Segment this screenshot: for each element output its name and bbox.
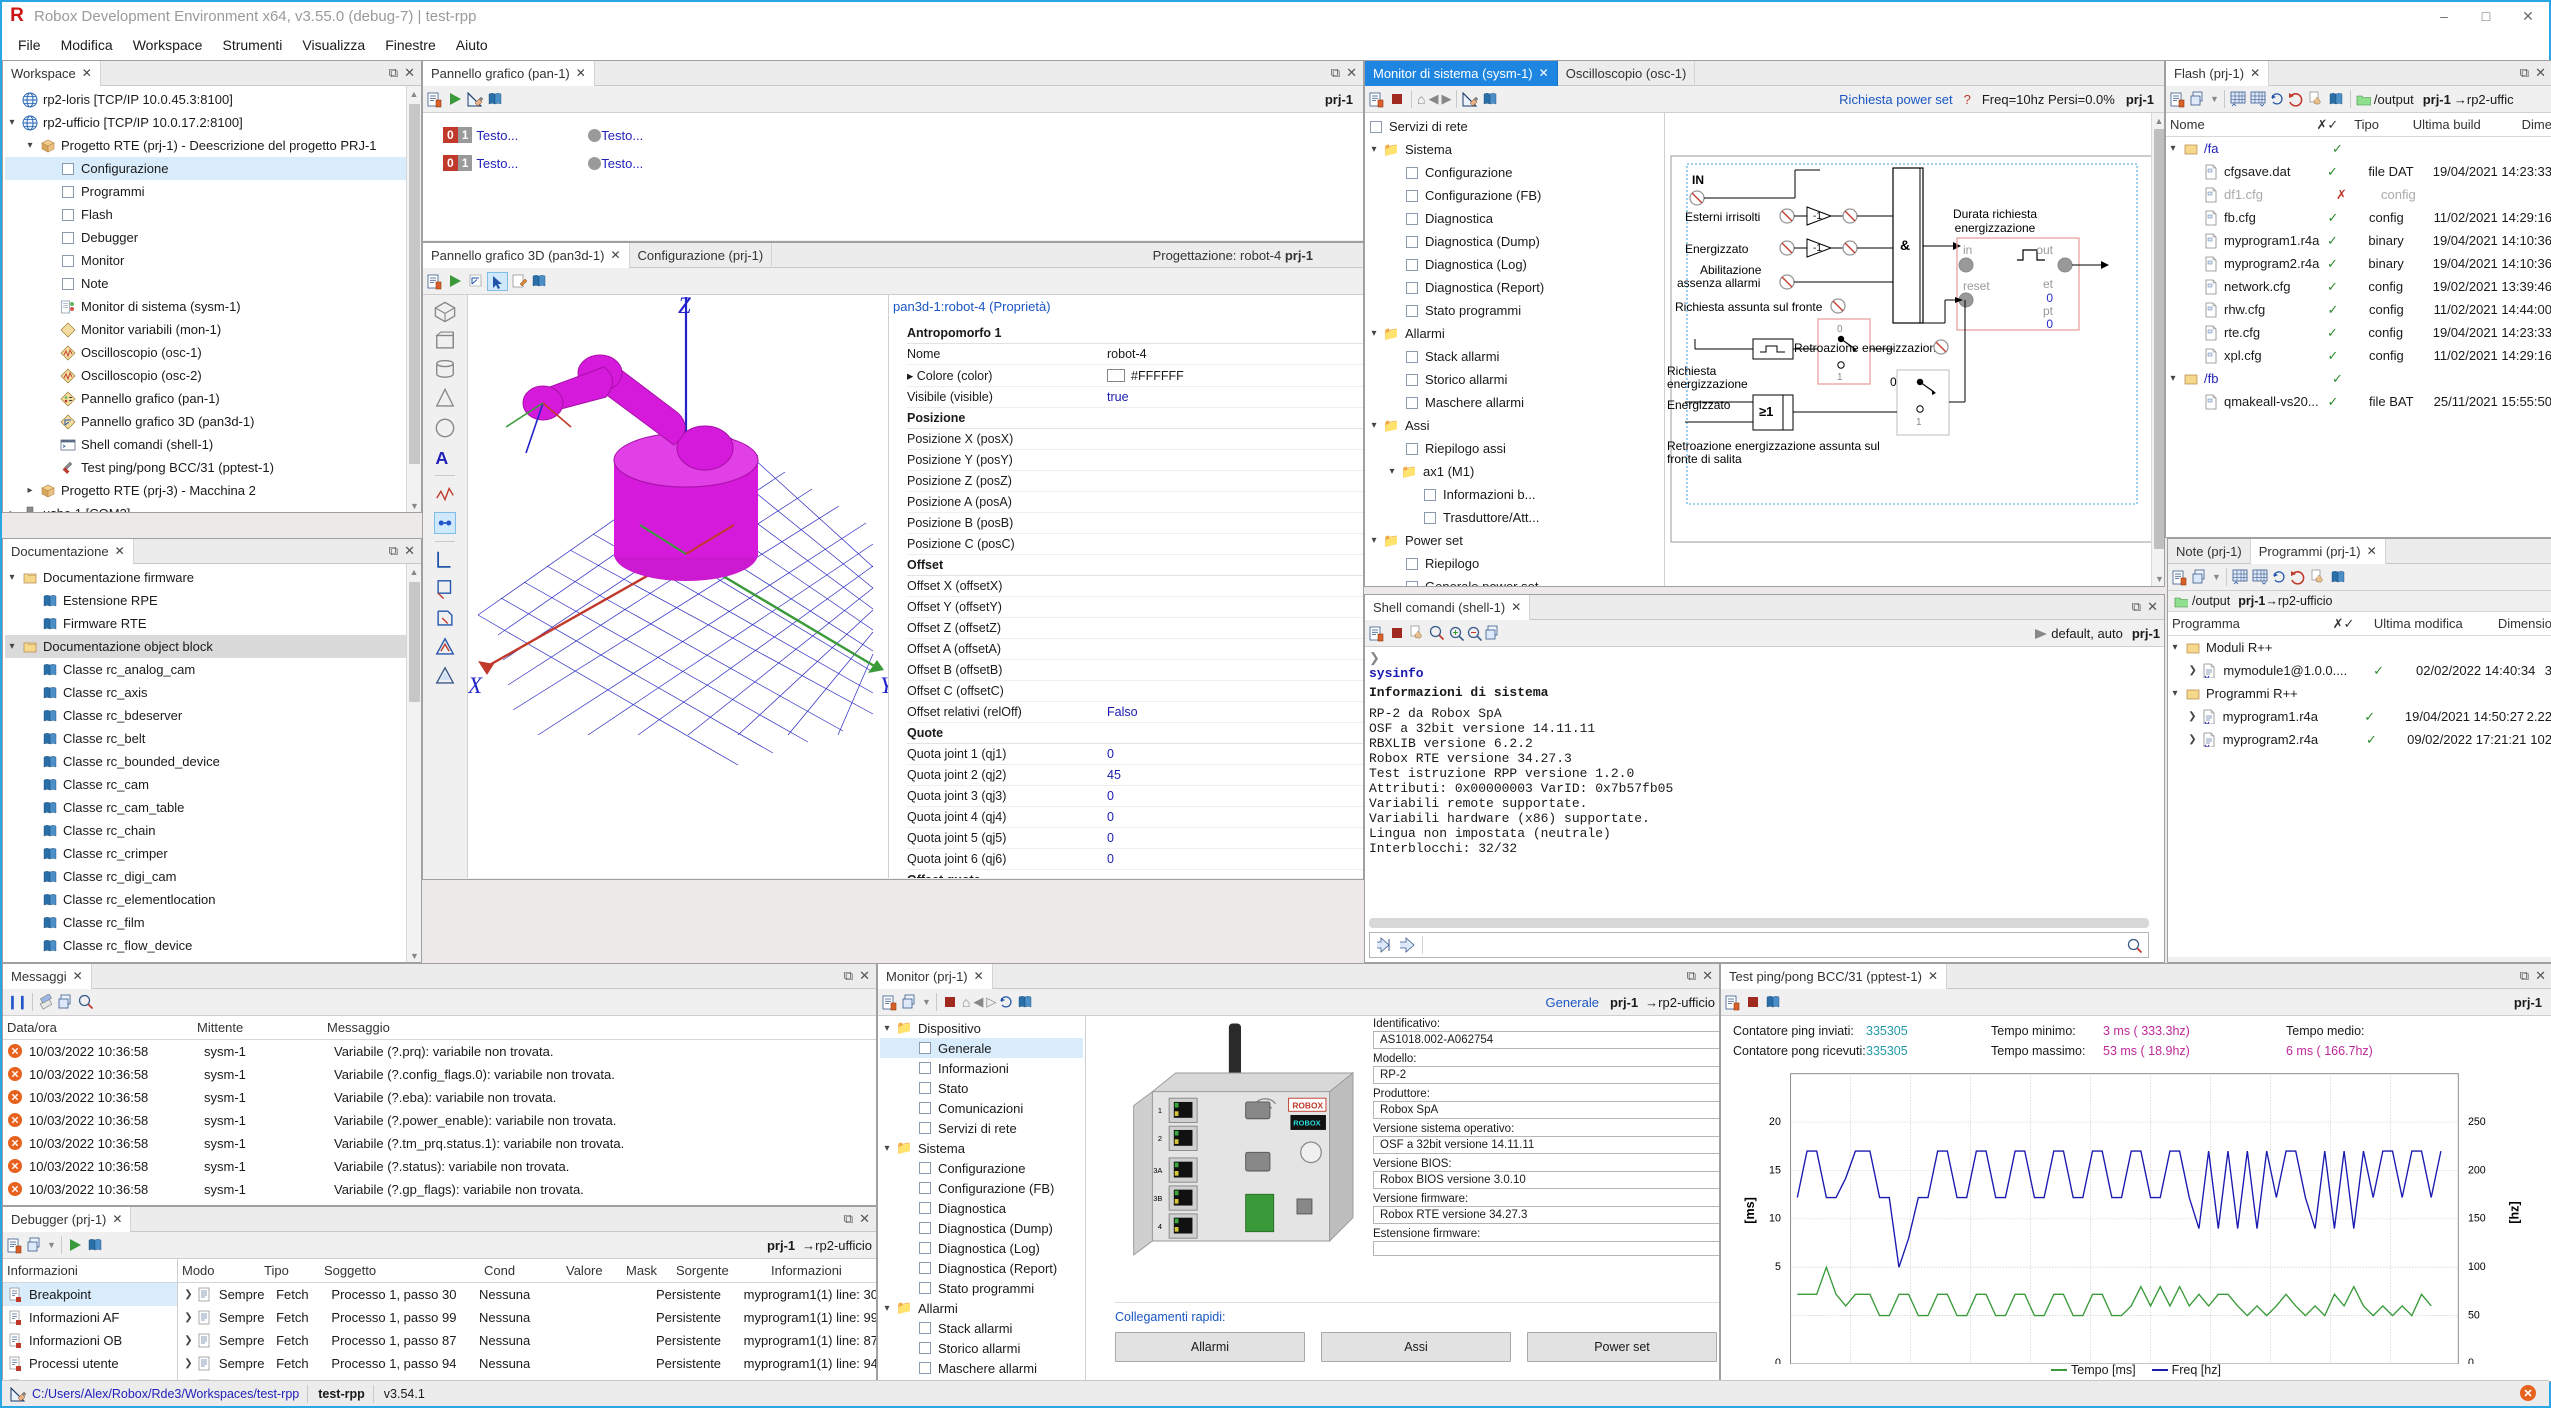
svg-text:200: 200	[2468, 1164, 2486, 1176]
svg-text:ROBOX: ROBOX	[1292, 1100, 1323, 1110]
svg-text:1: 1	[1916, 417, 1922, 428]
svg-text:-1: -1	[1813, 211, 1822, 222]
svg-text:50: 50	[2468, 1310, 2480, 1322]
svg-text:Durata richiesta: Durata richiesta	[1953, 207, 2037, 221]
svg-text:100: 100	[2468, 1261, 2486, 1273]
svg-text:Energizzato: Energizzato	[1667, 398, 1731, 412]
svg-text:out: out	[2036, 243, 2053, 257]
svg-text:reset: reset	[1963, 279, 1990, 293]
svg-text:Z: Z	[678, 295, 691, 318]
svg-text:0: 0	[1890, 375, 1897, 389]
svg-text:[ms]: [ms]	[1743, 1197, 1757, 1224]
svg-text:X: X	[468, 673, 483, 698]
svg-text:Retroazione energizzazione: Retroazione energizzazione	[1794, 341, 1943, 355]
svg-text:in: in	[1963, 243, 1972, 257]
svg-text:[hz]: [hz]	[2507, 1201, 2521, 1223]
svg-text:Richiesta assunta sul fronte: Richiesta assunta sul fronte	[1675, 300, 1823, 314]
svg-text:Energizzato: Energizzato	[1685, 242, 1749, 256]
svg-text:150: 150	[2468, 1213, 2486, 1225]
svg-text:&: &	[1900, 237, 1910, 253]
svg-text:≥1: ≥1	[1759, 404, 1773, 419]
svg-text:0: 0	[1837, 324, 1843, 335]
svg-text:ROBOX: ROBOX	[1293, 1118, 1320, 1127]
svg-text:Abilitazione: Abilitazione	[1700, 263, 1762, 277]
svg-text:energizzazione: energizzazione	[1955, 221, 2036, 235]
svg-text:Richiesta: Richiesta	[1667, 364, 1717, 378]
svg-text:Retroazione energizzazione ass: Retroazione energizzazione assunta sul	[1667, 439, 1880, 453]
svg-text:fronte di salita: fronte di salita	[1667, 452, 1742, 466]
svg-text:2: 2	[1158, 1134, 1162, 1143]
svg-text:IN: IN	[1692, 173, 1704, 187]
svg-text:et: et	[2043, 277, 2054, 291]
svg-text:3A: 3A	[1153, 1166, 1162, 1175]
svg-text:1: 1	[1837, 372, 1843, 383]
svg-text:250: 250	[2468, 1116, 2486, 1128]
svg-text:Y: Y	[880, 673, 888, 698]
svg-text:R: R	[10, 6, 24, 26]
svg-text:20: 20	[1769, 1116, 1781, 1128]
svg-text:energizzazione: energizzazione	[1667, 377, 1748, 391]
svg-text:0: 0	[1775, 1357, 1781, 1364]
svg-text:0: 0	[2468, 1357, 2474, 1364]
svg-text:Esterni irrisolti: Esterni irrisolti	[1685, 210, 1760, 224]
svg-text:3B: 3B	[1153, 1194, 1162, 1203]
svg-text:5: 5	[1775, 1261, 1781, 1273]
svg-text:0: 0	[2046, 291, 2053, 305]
svg-text:4: 4	[1158, 1222, 1162, 1231]
svg-text:0: 0	[2046, 317, 2053, 331]
svg-text:15: 15	[1769, 1164, 1781, 1176]
svg-text:assenza allarmi: assenza allarmi	[1677, 276, 1760, 290]
svg-text:10: 10	[1769, 1213, 1781, 1225]
svg-text:1: 1	[1158, 1106, 1162, 1115]
svg-text:-1: -1	[1813, 243, 1822, 254]
svg-text:A: A	[435, 448, 448, 468]
svg-text:pt: pt	[2043, 304, 2054, 318]
